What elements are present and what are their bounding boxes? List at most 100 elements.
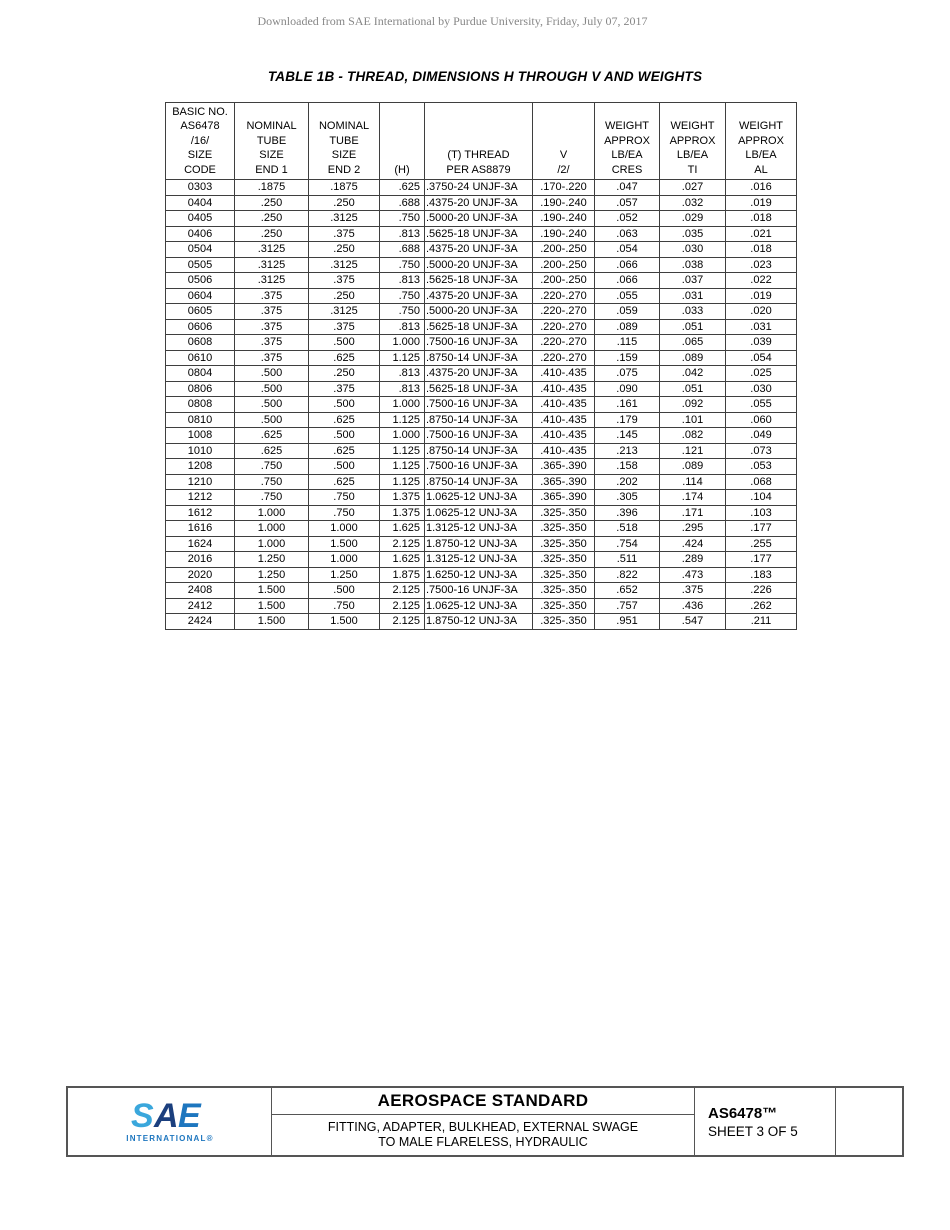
- table-cell: .473: [659, 566, 726, 583]
- table-cell: 0810: [165, 411, 235, 428]
- table-cell: .375: [308, 272, 380, 289]
- table-cell: .754: [594, 535, 660, 552]
- table-cell: 2.125: [379, 597, 425, 614]
- table-cell: .410-.435: [532, 365, 595, 382]
- table-cell: 1.000: [379, 427, 425, 444]
- table-cell: .295: [659, 520, 726, 537]
- table-cell: 1.000: [379, 396, 425, 413]
- table-cell: .183: [725, 566, 797, 583]
- table-cell: 1.3125-12 UNJ-3A: [424, 520, 533, 537]
- table-cell: 1.875: [379, 566, 425, 583]
- table-cell: 1612: [165, 504, 235, 521]
- doc-title-line2: TO MALE FLARELESS, HYDRAULIC: [378, 1135, 588, 1149]
- table-cell: .500: [234, 380, 309, 397]
- table-cell: 1010: [165, 442, 235, 459]
- table-cell: 2412: [165, 597, 235, 614]
- table-row: 0804.500.250.813.4375-20 UNJF-3A .410-.43…: [165, 365, 797, 382]
- table-cell: 1.500: [308, 613, 380, 630]
- table-cell: .019: [725, 287, 797, 304]
- table-cell: 0303: [165, 179, 235, 196]
- table-cell: .750: [308, 504, 380, 521]
- table-cell: .054: [725, 349, 797, 366]
- table-cell: .3125: [234, 256, 309, 273]
- column-header-weight-ti: WEIGHT APPROX LB/EA TI: [659, 102, 726, 180]
- thread-dimensions-table-wrap: BASIC NO. AS6478 /16/ SIZE CODE NOMINAL …: [165, 102, 797, 630]
- table-cell: 1.125: [379, 458, 425, 475]
- table-cell: .250: [308, 365, 380, 382]
- table-cell: .092: [659, 396, 726, 413]
- table-cell: .250: [234, 210, 309, 227]
- table-cell: .325-.350: [532, 566, 595, 583]
- table-cell: 1.000: [234, 535, 309, 552]
- table-cell: .060: [725, 411, 797, 428]
- table-cell: .016: [725, 179, 797, 196]
- table-row: 0606.375.375.813.5625-18 UNJF-3A .220-.27…: [165, 318, 797, 335]
- table-cell: .5000-20 UNJF-3A: [424, 303, 533, 320]
- table-cell: .174: [659, 489, 726, 506]
- table-cell: .951: [594, 613, 660, 630]
- table-cell: 1.250: [308, 566, 380, 583]
- table-cell: 1212: [165, 489, 235, 506]
- table-cell: .066: [594, 272, 660, 289]
- table-cell: .161: [594, 396, 660, 413]
- table-cell: 1.125: [379, 442, 425, 459]
- table-cell: 2.125: [379, 582, 425, 599]
- table-cell: .750: [234, 489, 309, 506]
- sae-logo-icon: S A E INTERNATIONAL®: [126, 1098, 212, 1143]
- table-cell: 1.500: [234, 597, 309, 614]
- table-cell: .059: [594, 303, 660, 320]
- column-header-tube-size-end1: NOMINAL TUBE SIZE END 1: [234, 102, 309, 180]
- table-cell: .200-.250: [532, 256, 595, 273]
- table-row: 2408 1.500.500 2.125.7500-16 UNJF-3A .325-.…: [165, 582, 797, 599]
- table-cell: .500: [308, 396, 380, 413]
- table-cell: .250: [308, 241, 380, 258]
- table-cell: .7500-16 UNJF-3A: [424, 396, 533, 413]
- table-cell: .211: [725, 613, 797, 630]
- table-row: 2424 1.500 1.500 2.125 1.8750-12 UNJ-3A .325-…: [165, 613, 797, 630]
- column-header-h: (H): [379, 102, 425, 180]
- table-cell: 2.125: [379, 535, 425, 552]
- table-cell: .3125: [234, 272, 309, 289]
- table-row: 1008.625.500 1.000.7500-16 UNJF-3A .410-.4…: [165, 427, 797, 444]
- table-cell: .375: [234, 334, 309, 351]
- table-cell: .3125: [234, 241, 309, 258]
- table-row: 1010.625.625 1.125.8750-14 UNJF-3A .410-.4…: [165, 442, 797, 459]
- table-cell: .220-.270: [532, 318, 595, 335]
- table-row: 0504.3125.250.688.4375-20 UNJF-3A .200-.2…: [165, 241, 797, 258]
- table-cell: 0605: [165, 303, 235, 320]
- table-cell: .625: [308, 349, 380, 366]
- table-cell: .159: [594, 349, 660, 366]
- table-row: 0506.3125.375.813.5625-18 UNJF-3A .200-.2…: [165, 272, 797, 289]
- column-header-weight-cres: WEIGHT APPROX LB/EA CRES: [594, 102, 660, 180]
- table-cell: .089: [659, 349, 726, 366]
- table-cell: .750: [379, 287, 425, 304]
- table-cell: 1008: [165, 427, 235, 444]
- table-cell: .1875: [308, 179, 380, 196]
- table-cell: .8750-14 UNJF-3A: [424, 473, 533, 490]
- table-cell: .500: [234, 411, 309, 428]
- table-cell: .5625-18 UNJF-3A: [424, 380, 533, 397]
- column-header-thread: (T) THREAD PER AS8879: [424, 102, 533, 180]
- table-cell: .625: [308, 473, 380, 490]
- table-cell: 1.125: [379, 349, 425, 366]
- table-cell: .082: [659, 427, 726, 444]
- table-cell: .027: [659, 179, 726, 196]
- table-body: 0303.1875.1875.625.3750-24 UNJF-3A .170-.…: [165, 179, 797, 630]
- table-row: 0404.250.250.688.4375-20 UNJF-3A .190-.24…: [165, 194, 797, 211]
- title-block-logo-cell: S A E INTERNATIONAL®: [68, 1088, 271, 1155]
- table-cell: .375: [234, 349, 309, 366]
- table-cell: .030: [725, 380, 797, 397]
- table-row: 1212.750.750 1.375 1.0625-12 UNJ-3A .365-.3…: [165, 489, 797, 506]
- table-row: 1612 1.000.750 1.375 1.0625-12 UNJ-3A .325-.…: [165, 504, 797, 521]
- table-cell: .177: [725, 551, 797, 568]
- table-cell: .500: [234, 396, 309, 413]
- table-cell: .029: [659, 210, 726, 227]
- table-cell: .018: [725, 241, 797, 258]
- thread-dimensions-table: BASIC NO. AS6478 /16/ SIZE CODE NOMINAL …: [165, 102, 797, 630]
- table-cell: 1.000: [234, 504, 309, 521]
- table-row: 1616 1.000 1.000 1.625 1.3125-12 UNJ-3A .325-…: [165, 520, 797, 537]
- table-cell: 0506: [165, 272, 235, 289]
- table-cell: .625: [308, 442, 380, 459]
- table-cell: .500: [308, 334, 380, 351]
- table-cell: .410-.435: [532, 396, 595, 413]
